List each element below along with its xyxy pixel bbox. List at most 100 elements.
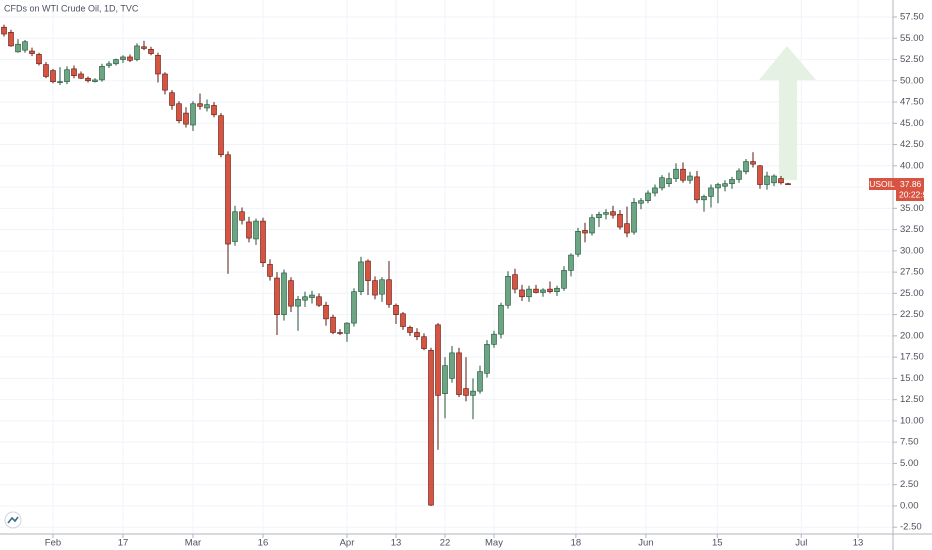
y-tick-label: 57.50 bbox=[900, 12, 924, 23]
candle-body bbox=[484, 344, 490, 374]
candle-body bbox=[190, 103, 196, 126]
chart-title: CFDs on WTI Crude Oil, 1D, TVC bbox=[4, 3, 139, 13]
candle-body bbox=[757, 165, 763, 185]
candle-body bbox=[232, 211, 238, 242]
candle-body bbox=[666, 178, 672, 184]
candle-body bbox=[575, 230, 581, 255]
candle-body bbox=[631, 202, 637, 233]
y-tick-label: 10.00 bbox=[900, 415, 924, 426]
candle-body bbox=[211, 105, 217, 116]
candle-body bbox=[638, 200, 644, 204]
candle-body bbox=[624, 223, 630, 234]
logo[interactable] bbox=[4, 511, 22, 529]
candle-body bbox=[680, 168, 686, 181]
candle-body bbox=[694, 176, 700, 201]
candle-body bbox=[547, 288, 553, 292]
candle-body bbox=[785, 183, 791, 185]
x-tick-label: Feb bbox=[45, 538, 61, 549]
candle-body bbox=[568, 254, 574, 271]
candle-body bbox=[281, 272, 287, 315]
x-tick-label: 13 bbox=[391, 538, 402, 549]
arrow-annotation[interactable] bbox=[759, 46, 816, 180]
candle-body bbox=[372, 280, 378, 296]
y-tick-label: 17.50 bbox=[900, 352, 924, 363]
candle-body bbox=[582, 230, 588, 234]
candle-body bbox=[344, 322, 350, 334]
candle-body bbox=[239, 211, 245, 221]
candle-body bbox=[253, 220, 259, 240]
candle-body bbox=[351, 291, 357, 324]
candle-body bbox=[505, 276, 511, 306]
candle-body bbox=[659, 177, 665, 189]
candle-body bbox=[456, 352, 462, 395]
candle-body bbox=[113, 59, 119, 65]
candle-body bbox=[561, 270, 567, 289]
candle-body bbox=[519, 289, 525, 298]
candle-body bbox=[421, 336, 427, 349]
candle-body bbox=[204, 104, 210, 109]
candle-body bbox=[610, 211, 616, 216]
candle-body bbox=[15, 43, 21, 53]
candle-body bbox=[442, 365, 448, 394]
candle-body bbox=[701, 196, 707, 201]
candle-body bbox=[197, 103, 203, 107]
candle-body bbox=[708, 187, 714, 197]
candle-body bbox=[533, 288, 539, 293]
candle-body bbox=[414, 332, 420, 338]
candle-body bbox=[309, 294, 315, 298]
candle-body bbox=[449, 352, 455, 379]
candle-body bbox=[596, 213, 602, 218]
candle-body bbox=[477, 371, 483, 392]
y-tick-label: 25.00 bbox=[900, 288, 924, 299]
candle-body bbox=[771, 175, 777, 184]
candle-body bbox=[183, 112, 189, 125]
candle-body bbox=[246, 221, 252, 239]
y-tick-label: 55.00 bbox=[900, 33, 924, 44]
y-tick-label: 52.50 bbox=[900, 54, 924, 65]
y-tick-label: 5.00 bbox=[900, 458, 919, 469]
candle-body bbox=[127, 56, 133, 61]
candle-body bbox=[22, 41, 28, 51]
candle-body bbox=[218, 115, 224, 156]
logo-icon[interactable] bbox=[7, 516, 19, 524]
y-tick-label: 15.00 bbox=[900, 373, 924, 384]
candle-body bbox=[589, 217, 595, 234]
candle-body bbox=[337, 332, 343, 334]
candle-body bbox=[176, 103, 182, 122]
x-tick-label: 15 bbox=[712, 538, 723, 549]
candle-body bbox=[379, 279, 385, 295]
y-tick-label: 30.00 bbox=[900, 245, 924, 256]
candle-body bbox=[134, 45, 140, 60]
y-tick-label: 12.50 bbox=[900, 394, 924, 405]
candle-body bbox=[435, 324, 441, 396]
candle-body bbox=[330, 316, 336, 333]
last-price-label: 37.86 bbox=[900, 179, 922, 189]
y-tick-label: 47.50 bbox=[900, 97, 924, 108]
candle-body bbox=[260, 220, 266, 264]
countdown-label: 20:22:50 bbox=[899, 189, 932, 199]
x-tick-label: 13 bbox=[853, 538, 864, 549]
x-tick-label: 17 bbox=[118, 538, 129, 549]
candle-body bbox=[78, 73, 84, 79]
symbol-label: USOIL bbox=[869, 179, 895, 189]
candle-body bbox=[750, 161, 756, 165]
y-tick-label: -2.50 bbox=[900, 522, 922, 533]
candle-body bbox=[617, 213, 623, 228]
candle-body bbox=[498, 304, 504, 335]
y-tick-label: 0.00 bbox=[900, 500, 919, 511]
candle-body bbox=[106, 63, 112, 66]
candle-body bbox=[155, 54, 161, 75]
candle-body bbox=[8, 32, 14, 47]
y-tick-label: 35.00 bbox=[900, 203, 924, 214]
y-tick-label: 2.50 bbox=[900, 479, 919, 490]
candle-body bbox=[743, 161, 749, 173]
y-tick-label: 50.00 bbox=[900, 75, 924, 86]
y-tick-label: 40.00 bbox=[900, 160, 924, 171]
candle-body bbox=[512, 274, 518, 290]
candle-body bbox=[225, 154, 231, 245]
candle-body bbox=[148, 49, 154, 54]
x-tick-label: Jun bbox=[638, 538, 653, 549]
candle-body bbox=[274, 277, 280, 315]
candle-body bbox=[652, 187, 658, 194]
